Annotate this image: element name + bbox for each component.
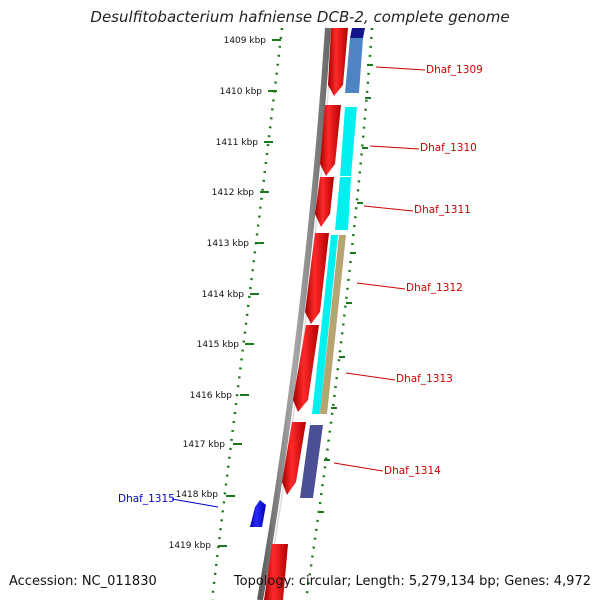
gene-arrow-dhaf-1315[interactable] [250,500,266,527]
kbp-labels: 1409 kbp 1410 kbp 1411 kbp 1412 kbp 1413… [169,36,267,551]
kbp-label: 1412 kbp [212,188,255,198]
cds-bars [300,28,365,498]
kbp-label: 1411 kbp [216,138,259,148]
kbp-label: 1418 kbp [176,490,219,500]
gene-label-dhaf-1312[interactable]: Dhaf_1312 [406,282,463,294]
cds-bar-cyan-1[interactable] [340,107,357,176]
gene-label-dhaf-1315[interactable]: Dhaf_1315 [118,493,175,505]
forward-genes [264,28,348,600]
gene-arrow-next[interactable] [264,544,288,600]
kbp-label: 1409 kbp [224,36,267,46]
gene-label-dhaf-1313[interactable]: Dhaf_1313 [396,373,453,385]
stats-separator: ; [495,574,505,589]
kbp-label: 1415 kbp [197,340,240,350]
cds-bar-steelblue[interactable] [345,38,363,93]
accession-text: Accession: NC_011830 [9,574,157,589]
label-leader-lines [171,66,426,508]
gene-label-dhaf-1311[interactable]: Dhaf_1311 [414,204,471,216]
kbp-label: 1410 kbp [220,87,263,97]
gene-label-dhaf-1314[interactable]: Dhaf_1314 [384,465,441,477]
kbp-ticks [218,39,281,547]
cds-bar-navy[interactable] [350,28,365,38]
gene-label-dhaf-1309[interactable]: Dhaf_1309 [426,64,483,76]
gene-arrow-dhaf-1309[interactable] [328,28,348,96]
topology-text: Topology: circular [233,574,347,589]
kbp-label: 1416 kbp [190,391,233,401]
genome-backbone [257,27,331,600]
gene-arrow-dhaf-1310[interactable] [320,105,341,176]
diagram-title: Desulfitobacterium hafniense DCB-2, comp… [90,8,510,26]
genome-stats: Topology: circular; Length: 5,279,134 bp… [234,574,591,589]
kbp-label: 1414 kbp [202,290,245,300]
gene-label-dhaf-1310[interactable]: Dhaf_1310 [420,142,477,154]
cds-bar-darkslate[interactable] [300,425,323,498]
kbp-label: 1419 kbp [169,541,212,551]
gene-arrow-dhaf-1312[interactable] [305,233,329,324]
kbp-label: 1417 kbp [183,440,226,450]
genes-count-text: Genes: 4,972 [504,574,591,589]
gene-arrow-dhaf-1314[interactable] [282,422,306,495]
cds-bar-cyan-3[interactable] [312,235,338,414]
inner-ticks [318,64,373,513]
length-text: Length: 5,279,134 bp [355,574,496,589]
cds-bar-cyan-2[interactable] [335,177,351,230]
gene-arrow-dhaf-1311[interactable] [315,177,334,227]
cds-bar-tan[interactable] [320,235,346,414]
stats-separator: ; [347,574,356,589]
kbp-label: 1413 kbp [207,239,250,249]
gene-labels: Dhaf_1309 Dhaf_1310 Dhaf_1311 Dhaf_1312 … [118,64,483,505]
gene-arrow-dhaf-1313[interactable] [293,325,319,412]
